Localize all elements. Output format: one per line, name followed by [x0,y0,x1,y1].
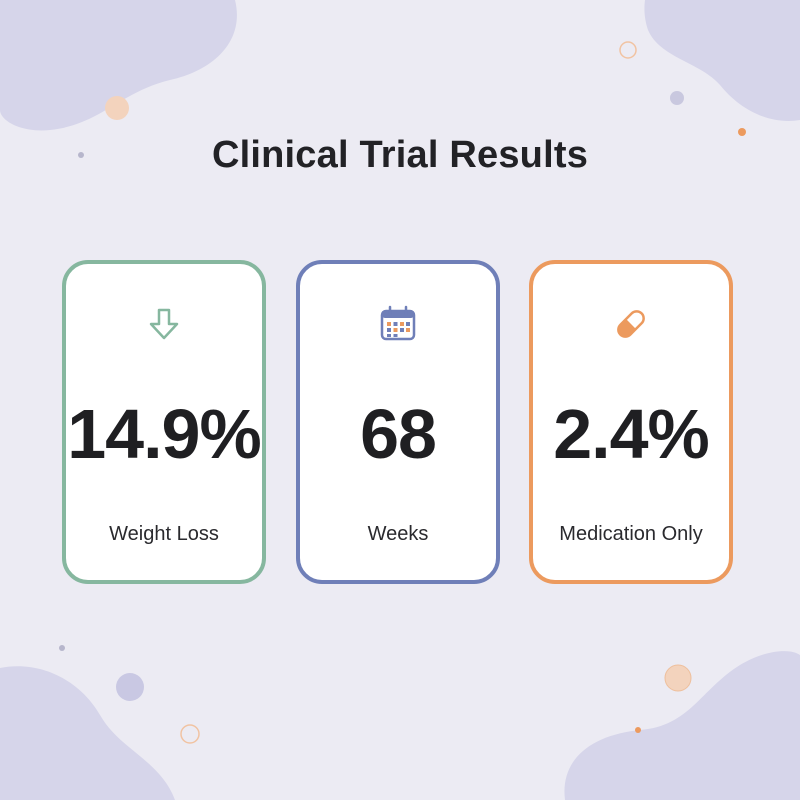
dot [180,724,200,744]
stat-card-weeks: 68 Weeks [296,260,500,584]
blob-top-left [0,0,237,131]
pill-icon [533,302,729,346]
stat-value: 2.4% [553,395,710,473]
dot [116,673,144,701]
stat-value: 14.9% [67,395,261,473]
dot [664,664,692,692]
stat-label: Weight Loss [109,523,219,545]
dot [105,96,129,120]
blob-bottom-left [0,666,175,800]
stat-value: 68 [360,395,437,473]
stat-label: Weeks [367,523,429,545]
dot [738,128,746,136]
stat-card-medication-only: 2.4% Medication Only [529,260,733,584]
dot [78,152,84,158]
page-title: Clinical Trial Results [211,134,589,176]
dot [670,91,684,105]
blob-bottom-right [564,651,800,800]
stat-label: Medication Only [559,523,703,545]
dot [59,645,65,651]
blob-top-right [644,0,800,121]
stat-card-weight-loss: 14.9% Weight Loss [62,260,266,584]
dot [635,727,641,733]
calendar-icon [300,302,496,346]
dot [619,41,637,59]
arrow-down-icon [66,302,262,346]
